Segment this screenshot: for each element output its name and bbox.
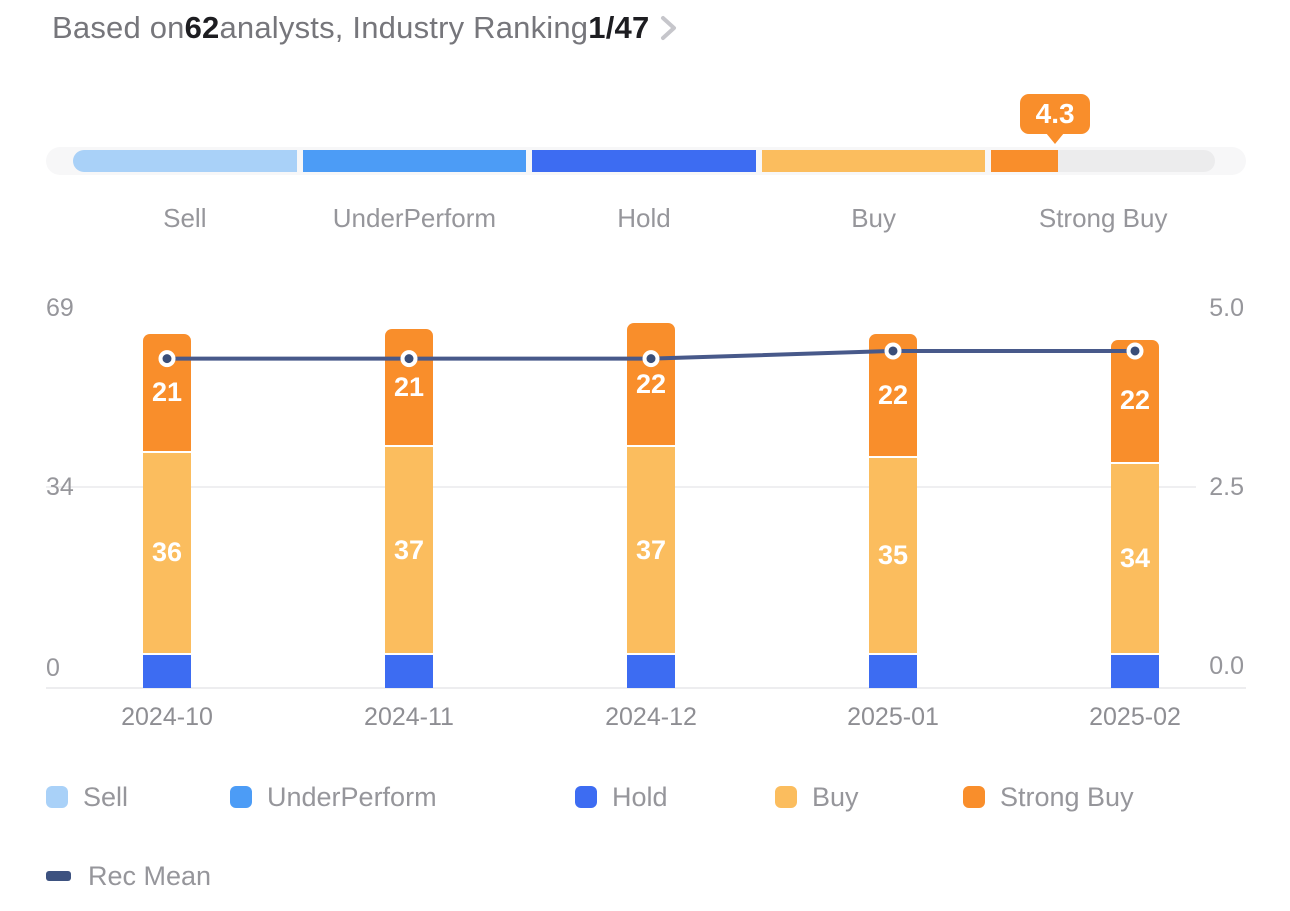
rating-scale-label-buy: Buy [851,203,896,233]
analyst-summary-link[interactable]: Based on 62 analysts, Industry Ranking 1… [52,8,679,48]
segment-value-label: 35 [877,540,909,571]
y-axis-label-left-34: 34 [46,473,74,501]
gridline-middle [46,486,1196,488]
bar-2024-12: 37 22 [627,323,675,688]
x-axis-label-2025-01: 2025-01 [847,703,939,731]
y-axis-label-left-69: 69 [46,294,74,322]
x-axis-label-2024-12: 2024-12 [605,703,697,731]
bar-2024-11: 37 21 [385,328,433,688]
y-axis-label-left-0: 0 [46,654,60,682]
rec-mean-legend-label: Rec Mean [88,860,212,891]
segment-value-label: 37 [393,534,425,565]
legend-item-underperform: UnderPerform [230,781,437,812]
bar-segment-strong-buy: 22 [627,323,675,446]
gauge-segment-strong-buy [991,150,1215,172]
bar-segment-strong-buy: 22 [1111,339,1159,463]
legend-swatch-buy [775,786,797,808]
analyst-count: 62 [184,10,220,45]
rec-mean-badge-value: 4.3 [1035,98,1075,129]
legend-item-rec-mean: Rec Mean [46,861,211,891]
segment-value-label: 22 [635,368,667,399]
segment-value-label: 36 [151,537,183,568]
rating-scale-label-strong-buy: Strong Buy [1038,203,1168,233]
industry-ranking-value: 1/47 [588,10,650,45]
legend-item-sell: Sell [46,781,129,812]
rating-gauge-segments [73,150,1215,172]
rec-mean-badge-pointer [1046,133,1065,144]
bar-2025-01: 35 22 [869,334,917,688]
y-axis-label-right-0.0: 0.0 [1209,652,1244,680]
bar-2025-02: 34 22 [1111,339,1159,688]
bar-2024-10: 36 21 [143,334,191,688]
bar-segment-hold [143,654,191,688]
rec-mean-badge: 4.3 [1020,94,1091,134]
rating-scale-label-hold: Hold [617,203,671,233]
segment-value-label: 34 [1119,542,1151,573]
legend-label: Hold [612,781,668,812]
gauge-segment-sell [73,150,297,172]
header-prefix: Based on [52,10,185,45]
legend-label: Sell [83,781,129,812]
bar-segment-buy: 37 [627,447,675,653]
bar-segment-strong-buy: 21 [385,328,433,446]
segment-value-label: 21 [393,371,425,402]
segment-value-label: 21 [151,377,183,408]
rating-scale-label-sell: Sell [163,203,207,233]
gauge-segment-underperform [302,150,527,172]
x-axis-label-2025-02: 2025-02 [1089,703,1181,731]
legend-swatch-strong-buy [963,786,985,808]
x-axis-line [46,687,1246,689]
bar-segment-hold [1111,654,1159,688]
legend-swatch-sell [46,786,68,808]
legend-item-buy: Buy [775,781,859,812]
legend-label: Buy [812,781,859,812]
bar-segment-strong-buy: 21 [143,334,191,451]
y-axis-label-right-2.5: 2.5 [1209,473,1244,501]
legend-swatch-hold [575,786,597,808]
rating-scale-label-underperform: UnderPerform [332,203,497,233]
bar-segment-hold [385,654,433,688]
segment-value-label: 22 [877,379,909,410]
chevron-right-icon[interactable] [659,12,679,44]
bar-segment-buy: 37 [385,447,433,653]
x-axis-label-2024-11: 2024-11 [364,703,454,731]
bar-segment-buy: 34 [1111,464,1159,653]
gauge-segment-hold [532,150,756,172]
legend-label: Strong Buy [1000,781,1134,812]
header-middle: analysts, Industry Ranking [219,10,589,45]
bar-segment-buy: 35 [869,458,917,653]
bar-segment-hold [627,654,675,688]
segment-value-label: 22 [1119,385,1151,416]
bar-segment-strong-buy: 22 [869,334,917,457]
gauge-segment-fill [991,150,1059,172]
bar-segment-buy: 36 [143,452,191,653]
legend-item-hold: Hold [575,781,668,812]
legend-label: UnderPerform [267,781,437,812]
rec-mean-swatch [46,871,71,881]
gauge-segment-buy [761,150,986,172]
x-axis-label-2024-10: 2024-10 [121,703,213,731]
legend-swatch-underperform [230,786,252,808]
bar-segment-hold [869,654,917,688]
legend-item-strong-buy: Strong Buy [963,781,1134,812]
segment-value-label: 37 [635,534,667,565]
y-axis-label-right-5.0: 5.0 [1209,294,1244,322]
